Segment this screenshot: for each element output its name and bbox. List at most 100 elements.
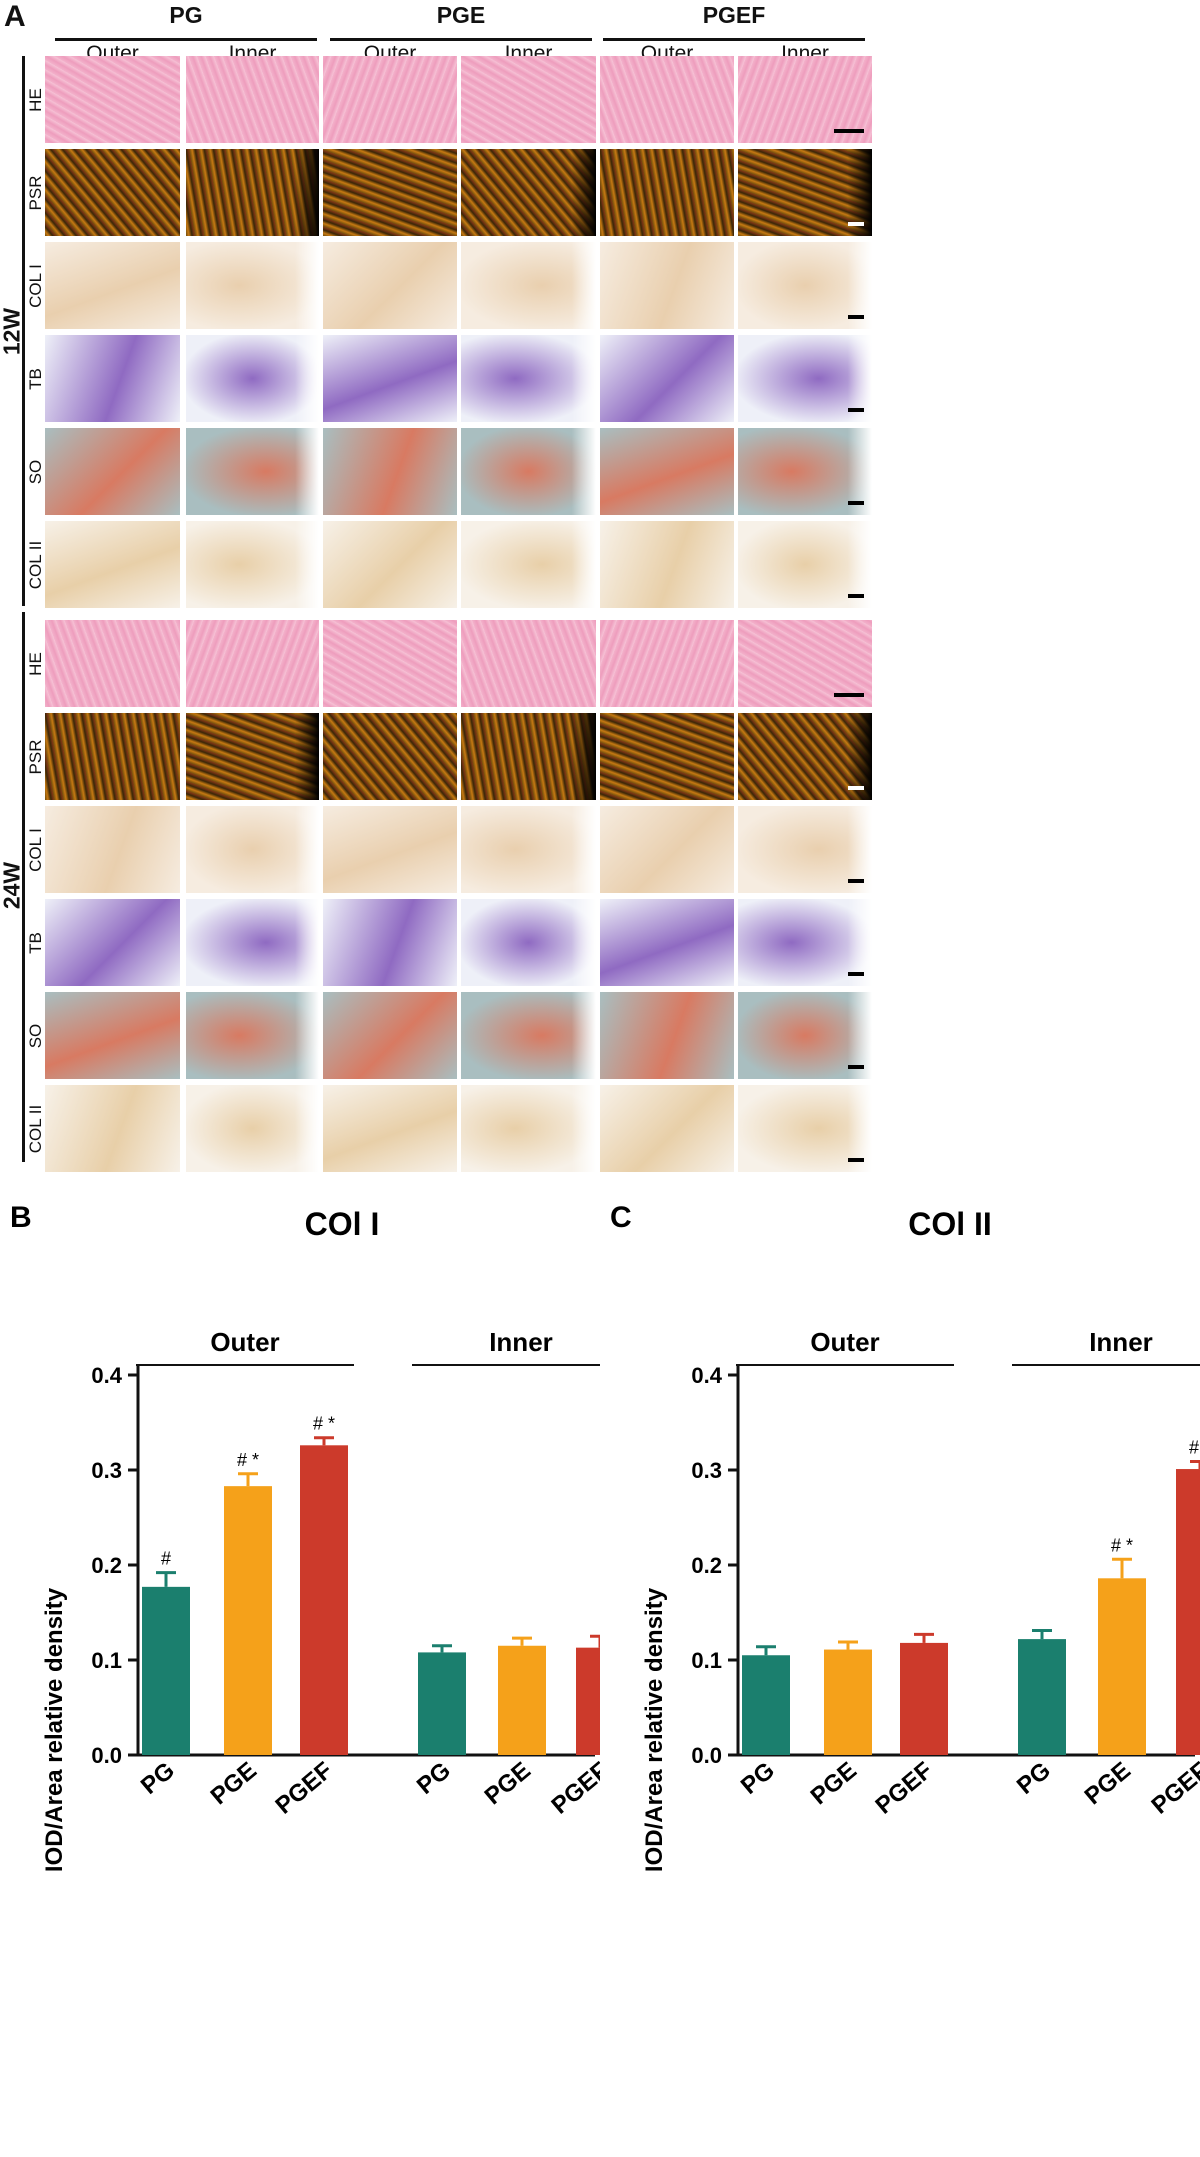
- tissue-edge: [818, 806, 872, 893]
- tissue-edge: [265, 899, 319, 986]
- c-y-tick-label: 0.1: [691, 1648, 722, 1673]
- b-significance-mark: # *: [313, 1414, 335, 1434]
- c-chart-title: COl II: [908, 1206, 992, 1242]
- histology-image: [461, 242, 596, 329]
- c-bar-pge-outer: [824, 1649, 872, 1755]
- histology-image: [186, 242, 319, 329]
- panel-a-letter: A: [4, 0, 26, 33]
- histology-image: [45, 149, 180, 236]
- c-bar-pg-inner: [1018, 1639, 1066, 1755]
- scale-bar: [834, 129, 864, 133]
- histology-image: [45, 1085, 180, 1172]
- row-label-tb: TB: [26, 367, 45, 390]
- histology-image: [45, 992, 180, 1079]
- histology-image: [600, 149, 734, 236]
- b-y-tick-label: 0.4: [91, 1363, 122, 1388]
- tissue-edge: [265, 335, 319, 422]
- histology-image: [461, 56, 596, 143]
- histology-image: [45, 806, 180, 893]
- b-bar-pg-outer: [142, 1586, 190, 1755]
- tissue-edge: [542, 713, 596, 800]
- histology-image: [461, 713, 596, 800]
- row-label-he: HE: [26, 651, 45, 676]
- histology-image: [738, 899, 872, 986]
- c-bar-pgef-inner: [1176, 1469, 1200, 1755]
- tissue-edge: [818, 149, 872, 236]
- group-underline-pge: [330, 38, 592, 41]
- histology-image: [461, 992, 596, 1079]
- histology-image: [600, 899, 734, 986]
- tissue-edge: [542, 899, 596, 986]
- b-category-label: PG: [136, 1757, 180, 1800]
- histology-image: [323, 521, 457, 608]
- c-category-label: PGEF: [1146, 1757, 1200, 1820]
- row-label-psr: PSR: [26, 175, 45, 210]
- histology-image: [600, 242, 734, 329]
- tissue-edge: [818, 335, 872, 422]
- histology-image: [600, 335, 734, 422]
- tissue-edge: [542, 806, 596, 893]
- b-bar-pge-outer: [224, 1486, 272, 1755]
- c-category-label: PGE: [1080, 1757, 1136, 1810]
- tissue-edge: [818, 428, 872, 515]
- tissue-edge: [542, 335, 596, 422]
- scale-bar: [848, 1065, 864, 1069]
- histology-image: [186, 149, 319, 236]
- b-category-label: PGEF: [546, 1757, 600, 1820]
- scale-bar: [848, 879, 864, 883]
- tissue-edge: [265, 428, 319, 515]
- group-title-pg: PG: [169, 2, 203, 28]
- histology-image: [600, 806, 734, 893]
- histology-image: [461, 521, 596, 608]
- b-bar-pgef-outer: [300, 1445, 348, 1755]
- row-label-col-i: COL I: [26, 827, 45, 872]
- histology-image: [45, 335, 180, 422]
- histology-image: [186, 899, 319, 986]
- c-category-label: PGEF: [870, 1757, 937, 1820]
- scale-bar: [848, 786, 864, 790]
- b-group-label-inner: Inner: [489, 1327, 553, 1357]
- row-label-tb: TB: [26, 931, 45, 954]
- histology-image: [738, 992, 872, 1079]
- histology-image: [738, 149, 872, 236]
- tissue-edge: [818, 992, 872, 1079]
- c-bar-pge-inner: [1098, 1578, 1146, 1755]
- histology-image: [600, 992, 734, 1079]
- histology-image: [186, 521, 319, 608]
- b-bar-pge-inner: [498, 1645, 546, 1755]
- group-title-pgef: PGEF: [702, 2, 766, 28]
- histology-image: [323, 56, 457, 143]
- scale-bar: [848, 408, 864, 412]
- histology-image: [323, 428, 457, 515]
- c-category-label: PG: [1012, 1757, 1056, 1800]
- timepoint-label-12w: 12W: [0, 307, 25, 356]
- c-category-label: PG: [736, 1757, 780, 1800]
- b-y-tick-label: 0.1: [91, 1648, 122, 1673]
- histology-image: [323, 242, 457, 329]
- histology-image: [323, 149, 457, 236]
- tissue-edge: [542, 242, 596, 329]
- b-category-label: PG: [412, 1757, 456, 1800]
- histology-image: [600, 620, 734, 707]
- b-y-tick-label: 0.3: [91, 1458, 122, 1483]
- histology-image: [186, 992, 319, 1079]
- b-category-label: PGE: [206, 1757, 262, 1810]
- histology-image: [738, 521, 872, 608]
- histology-image: [461, 899, 596, 986]
- histology-image: [186, 620, 319, 707]
- tissue-edge: [265, 1085, 319, 1172]
- b-y-axis-label: IOD/Area relative density: [41, 1587, 68, 1872]
- tissue-edge: [818, 713, 872, 800]
- c-significance-mark: # *: [1111, 1535, 1133, 1555]
- histology-image: [461, 806, 596, 893]
- histology-image: [323, 806, 457, 893]
- histology-image: [738, 428, 872, 515]
- tissue-edge: [818, 1085, 872, 1172]
- histology-image: [45, 899, 180, 986]
- histology-image: [323, 992, 457, 1079]
- c-panel-letter: C: [610, 1201, 632, 1234]
- timepoint-label-24w: 24W: [0, 861, 25, 910]
- scale-bar: [848, 222, 864, 226]
- histology-image: [461, 428, 596, 515]
- c-y-tick-label: 0.0: [691, 1743, 722, 1768]
